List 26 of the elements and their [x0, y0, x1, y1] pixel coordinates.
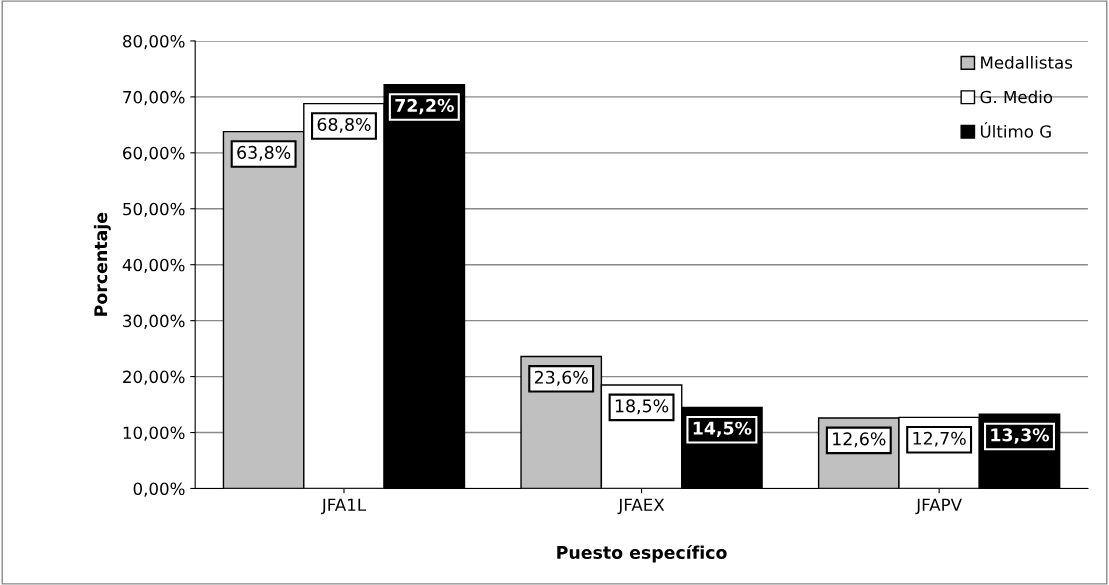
data-label: 13,3%: [991, 428, 1050, 444]
y-tick-label: 60,00%: [123, 146, 185, 162]
data-label: 63,8%: [237, 145, 291, 161]
y-axis-title: Porcentaje: [93, 212, 111, 316]
data-label: 72,2%: [395, 98, 454, 115]
y-tick-label: 30,00%: [123, 314, 185, 329]
data-label: 12,7%: [913, 431, 966, 447]
y-tick-label: 80,00%: [123, 34, 185, 50]
data-label: 68,8%: [317, 117, 371, 133]
legend-label: Medallistas: [981, 55, 1073, 69]
legend-label: G. Medio: [980, 90, 1053, 104]
y-tick-label: 10,00%: [123, 426, 185, 441]
x-tick-label: JFAEX: [617, 498, 665, 515]
x-tick-label: JFAPV: [915, 498, 962, 515]
y-tick-label: 20,00%: [123, 370, 185, 385]
data-label: 23,6%: [534, 370, 588, 386]
y-tick-label: 40,00%: [122, 258, 185, 273]
y-tick-label: 70,00%: [123, 90, 185, 106]
data-label: 12,6%: [833, 432, 886, 448]
data-label: 14,5%: [693, 421, 752, 437]
x-axis-title: Puesto específico: [557, 544, 727, 563]
y-tick-label: 50,00%: [123, 202, 185, 218]
legend-label: Último G: [980, 122, 1051, 138]
data-label: 18,5%: [615, 399, 669, 415]
y-tick-label: 0,00%: [133, 482, 185, 497]
x-tick-label: JFA1L: [320, 498, 367, 515]
